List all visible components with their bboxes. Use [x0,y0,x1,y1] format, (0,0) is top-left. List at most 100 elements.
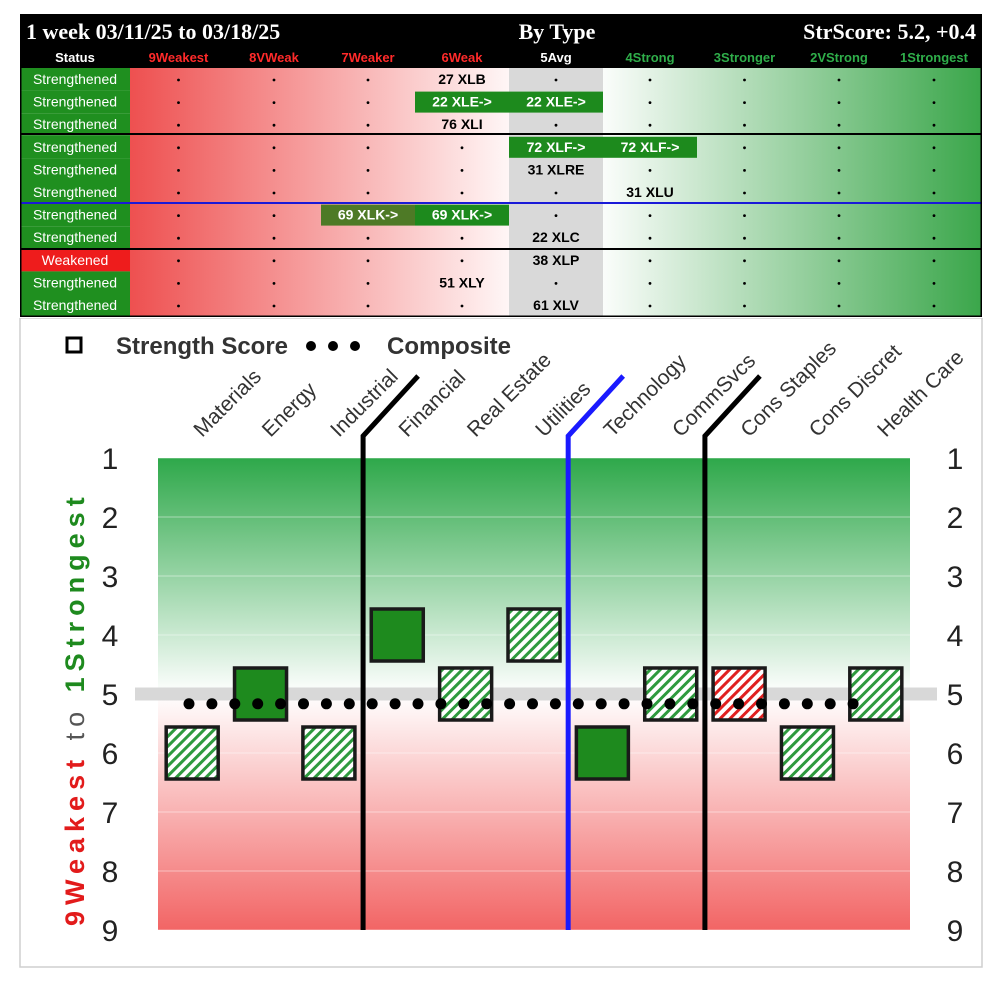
empty-cell-dot [648,304,652,308]
y-tick-label-left: 9 [102,915,119,948]
empty-cell-dot [743,304,746,308]
empty-cell-dot [366,78,370,82]
empty-cell-dot [177,78,180,82]
strength-score-marker [642,666,699,722]
empty-cell-dot [177,236,180,240]
empty-cell-dot [366,146,370,150]
empty-cell-dot [272,101,276,104]
empty-cell-dot [177,101,180,104]
empty-cell-dot [743,146,746,150]
composite-dot [320,698,332,710]
strength-score-marker [437,666,494,722]
status-cell [20,113,130,136]
empty-cell-dot [743,169,746,172]
header-period: 1 week 03/11/25 to 03/18/25 [26,19,280,44]
empty-cell-dot [837,214,841,218]
strength-score-marker [506,607,562,663]
y-tick-label-right: 9 [947,915,964,948]
empty-cell-dot [554,78,558,82]
status-cell [20,181,130,204]
column-header: 2VStrong [810,50,868,65]
rotation-table: 1 week 03/11/25 to 03/18/25 By Type StrSco… [20,14,982,317]
etf-cell: 38 XLP [533,252,580,268]
y-tick-label-right: 8 [947,856,964,889]
empty-cell-dot [932,191,936,195]
y-axis-label: 9Weakest to 1Strongest [60,491,90,926]
empty-cell-dot [743,123,746,127]
empty-cell-dot [743,101,746,104]
strength-score-marker [711,666,767,722]
empty-cell-dot [366,259,370,263]
strength-score-marker [779,725,836,781]
empty-cell-dot [554,214,558,218]
column-header: 3Stronger [714,50,775,65]
composite-dot [412,698,424,710]
strong-zone [603,68,982,317]
empty-cell-dot [837,191,841,195]
status-label: Strengthened [33,184,117,200]
composite-dot [366,698,378,710]
status-cell [20,226,130,249]
empty-cell-dot [177,282,180,285]
column-header: 9Weakest [149,50,209,65]
status-cell [20,271,130,294]
empty-cell-dot [177,146,180,150]
etf-cell: 76 XLI [441,116,482,132]
empty-cell-dot [837,236,841,240]
empty-cell-dot [272,282,276,285]
y-tick-label-left: 5 [102,679,119,712]
status-cell [20,203,130,227]
composite-dot [252,698,264,710]
composite-dot [618,698,630,710]
empty-cell-dot [837,146,841,150]
etf-cell: 69 XLK-> [338,207,398,223]
composite-dot [778,698,790,710]
etf-cell: 51 XLY [439,274,485,290]
empty-cell-dot [837,282,841,285]
status-label: Strengthened [33,116,117,132]
empty-cell-dot [177,123,180,127]
empty-cell-dot [460,304,464,308]
etf-cell: 27 XLB [438,71,485,87]
y-tick-label-right: 2 [947,502,964,535]
composite-dot [527,698,538,710]
status-cell [20,90,130,114]
composite-dot [183,698,195,710]
empty-cell-dot [366,123,370,127]
empty-cell-dot [932,78,936,82]
empty-cell-dot [648,123,652,127]
strength-score-marker [232,666,289,722]
status-label: Strengthened [33,229,117,245]
group-divider [702,374,762,930]
empty-cell-dot [743,259,746,263]
column-header: 1Strongest [900,50,969,65]
empty-cell-dot [932,282,936,285]
empty-cell-dot [177,304,180,308]
y-tick-label-right: 6 [947,738,964,771]
y-tick-label-left: 4 [102,620,119,653]
composite-dot [801,698,813,710]
empty-cell-dot [932,214,936,218]
empty-cell-dot [177,214,180,218]
status-label: Weakened [42,252,109,268]
empty-cell-dot [366,282,370,285]
empty-cell-dot [648,78,652,82]
legend-square-icon [65,336,83,354]
empty-cell-dot [460,146,464,150]
empty-cell-dot [648,101,652,104]
composite-dot [664,698,676,710]
column-header: 8VWeak [249,50,299,65]
composite-dot [435,698,447,710]
legend-composite-label: Composite [387,333,511,360]
empty-cell-dot [648,282,652,285]
etf-cell: 22 XLE-> [526,94,586,110]
empty-cell-dot [648,169,652,172]
composite-dot [298,698,309,710]
y-tick-label-left: 8 [102,856,119,889]
empty-cell-dot [554,123,558,127]
status-label: Strengthened [33,139,117,155]
empty-cell-dot [648,214,652,218]
composite-dot [733,698,745,710]
empty-cell-dot [837,304,841,308]
